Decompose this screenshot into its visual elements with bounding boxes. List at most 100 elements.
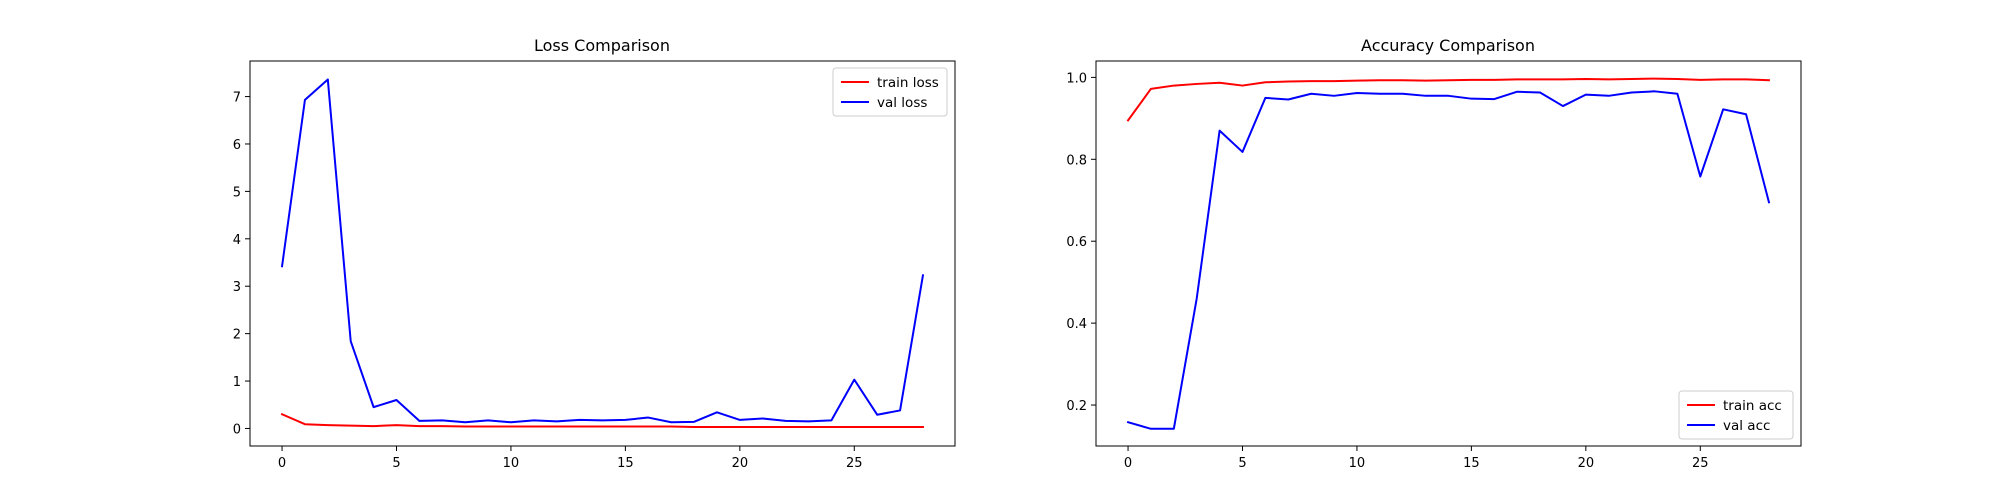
data-point: [417, 418, 422, 423]
data-point: [486, 418, 491, 423]
data-point: [1126, 420, 1131, 425]
data-point: [1583, 92, 1588, 97]
data-point: [783, 418, 788, 423]
data-point: [1286, 79, 1291, 84]
data-point: [1286, 97, 1291, 102]
data-point: [806, 425, 811, 430]
data-point: [669, 420, 674, 425]
data-point: [1515, 77, 1520, 82]
data-point: [1126, 118, 1131, 123]
data-point: [417, 424, 422, 429]
data-point: [371, 405, 376, 410]
data-point: [1766, 200, 1771, 205]
data-point: [806, 419, 811, 424]
data-point: [1492, 97, 1497, 102]
data-point: [737, 417, 742, 422]
data-point: [829, 425, 834, 430]
legend: train loss val loss: [832, 67, 948, 117]
data-point: [280, 264, 285, 269]
data-point: [1377, 91, 1382, 96]
data-point: [852, 377, 857, 382]
data-point: [760, 416, 765, 421]
data-point: [1766, 78, 1771, 83]
data-point: [1492, 77, 1497, 82]
data-point: [714, 410, 719, 415]
data-point: [1698, 77, 1703, 82]
legend-box: [1678, 390, 1794, 440]
data-point: [692, 419, 697, 424]
data-point: [1217, 80, 1222, 85]
y-tick-label: 0.6: [1066, 235, 1087, 250]
x-tick-label: 10: [1349, 456, 1366, 471]
data-point: [875, 412, 880, 417]
data-point: [508, 420, 513, 425]
y-tick-label: 0: [233, 422, 241, 437]
data-point: [348, 339, 353, 344]
data-point: [646, 415, 651, 420]
data-point: [1377, 78, 1382, 83]
data-point: [280, 412, 285, 417]
y-tick-label: 0.8: [1066, 153, 1087, 168]
y-tick-label: 1: [233, 375, 241, 390]
data-point: [1309, 79, 1314, 84]
x-tick-label: 25: [846, 456, 863, 471]
data-point: [577, 424, 582, 429]
data-point: [1560, 77, 1565, 82]
data-point: [1606, 77, 1611, 82]
y-tick-label: 0.4: [1066, 317, 1087, 332]
x-tick-label: 5: [392, 456, 400, 471]
data-point: [302, 97, 307, 102]
data-point: [1240, 149, 1245, 154]
x-tick-label: 0: [278, 456, 286, 471]
data-point: [486, 424, 491, 429]
legend: train acc val acc: [1678, 390, 1794, 440]
data-point: [440, 424, 445, 429]
data-point: [463, 420, 468, 425]
data-point: [1194, 81, 1199, 86]
data-point: [1538, 77, 1543, 82]
x-tick-label: 10: [503, 456, 520, 471]
y-tick-label: 2: [233, 328, 241, 343]
data-point: [1354, 78, 1359, 83]
legend-label: train acc: [1723, 398, 1782, 414]
data-point: [554, 424, 559, 429]
chart-title: Loss Comparison: [534, 36, 670, 55]
data-point: [394, 398, 399, 403]
data-point: [302, 422, 307, 427]
data-point: [898, 408, 903, 413]
y-tick-label: 0.2: [1066, 399, 1087, 414]
data-point: [463, 424, 468, 429]
data-point: [1354, 90, 1359, 95]
y-tick-label: 4: [233, 233, 241, 248]
data-point: [1148, 86, 1153, 91]
data-point: [1515, 89, 1520, 94]
data-point: [737, 425, 742, 430]
legend-label: val acc: [1723, 418, 1770, 434]
data-point: [714, 425, 719, 430]
data-point: [1721, 107, 1726, 112]
data-point: [508, 424, 513, 429]
axes: 0 5 10 15 20 25 0.2 0.4 0.6 0.8 1.0: [1066, 60, 1802, 471]
loss-chart: Loss Comparison 0 5 10 15 20 25 0 1 2 3 4 5 6 7 train…: [233, 36, 956, 471]
data-point: [1652, 76, 1657, 81]
data-point: [760, 425, 765, 430]
accuracy-chart: Accuracy Comparison 0 5 10 15 20 250.20.40.60…: [1066, 36, 1802, 471]
data-point: [1400, 78, 1405, 83]
data-point: [1148, 426, 1153, 431]
data-point: [1332, 79, 1337, 84]
data-point: [1423, 78, 1428, 83]
data-point: [531, 424, 536, 429]
data-point: [1332, 93, 1337, 98]
data-point: [1263, 95, 1268, 100]
x-tick-label: 25: [1692, 456, 1709, 471]
data-point: [1171, 426, 1176, 431]
data-point: [1560, 104, 1565, 109]
legend-box: [832, 67, 948, 117]
data-point: [1469, 96, 1474, 101]
series-lines: [280, 78, 925, 430]
data-point: [1217, 128, 1222, 133]
data-point: [1446, 78, 1451, 83]
data-point: [1240, 83, 1245, 88]
data-point: [1744, 112, 1749, 117]
data-point: [1629, 90, 1634, 95]
